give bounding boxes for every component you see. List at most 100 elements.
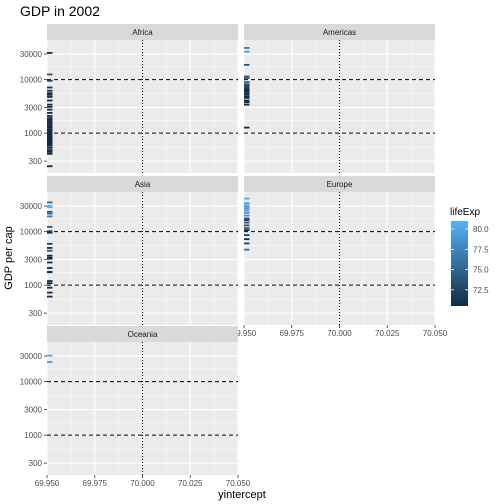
chart-title: GDP in 2002	[20, 3, 100, 19]
data-mark	[47, 257, 53, 260]
facet-strip-africa	[47, 24, 238, 40]
facet-strip-europe	[244, 176, 435, 192]
data-mark	[47, 149, 53, 151]
data-mark	[47, 247, 53, 249]
facet-strip-oceania	[47, 326, 238, 342]
data-mark	[47, 142, 53, 145]
data-mark	[47, 271, 53, 273]
data-mark	[47, 206, 53, 209]
x-tick-label: 70.050	[423, 329, 448, 338]
data-mark	[47, 286, 53, 289]
data-mark	[47, 103, 53, 106]
y-axis-title: GDP per cap	[3, 226, 15, 289]
data-mark	[47, 135, 53, 138]
data-mark	[244, 89, 250, 92]
data-mark	[47, 212, 53, 215]
data-mark	[244, 227, 250, 230]
data-mark	[47, 249, 53, 252]
data-mark	[47, 136, 53, 139]
data-mark	[47, 92, 53, 95]
data-mark	[244, 217, 250, 220]
data-mark	[244, 197, 250, 200]
data-mark	[47, 126, 53, 129]
data-mark	[47, 79, 53, 82]
y-tick-label: 10000	[20, 76, 43, 85]
data-mark	[47, 354, 53, 357]
facet-strip-label-europe: Europe	[327, 180, 353, 189]
data-mark	[47, 93, 53, 96]
data-mark	[244, 205, 250, 208]
data-mark	[47, 89, 53, 92]
y-tick-label: 300	[29, 309, 43, 318]
data-mark	[47, 242, 53, 245]
x-tick-label: 70.025	[178, 479, 203, 488]
data-mark	[47, 254, 53, 257]
y-tick-label: 1000	[24, 281, 42, 290]
data-mark	[244, 47, 250, 49]
facet-strip-label-americas: Americas	[323, 28, 356, 37]
y-tick-label: 30000	[20, 352, 43, 361]
x-tick-label: 69.975	[83, 479, 108, 488]
y-tick-label: 3000	[24, 104, 42, 113]
data-mark	[47, 115, 53, 117]
data-mark	[47, 295, 53, 298]
data-mark	[47, 122, 53, 124]
data-mark	[244, 238, 250, 241]
data-mark	[47, 267, 53, 269]
y-tick-label: 10000	[20, 378, 43, 387]
data-mark	[244, 83, 250, 86]
data-mark	[244, 234, 250, 237]
y-tick-label: 10000	[20, 228, 43, 237]
legend-tick-label: 72.5	[473, 286, 489, 295]
data-mark	[244, 101, 250, 104]
data-mark	[47, 133, 53, 136]
data-mark	[47, 128, 53, 131]
data-mark	[244, 126, 250, 129]
data-mark	[47, 256, 53, 259]
y-tick-label: 30000	[20, 202, 43, 211]
data-mark	[47, 120, 53, 123]
x-tick-label: 69.975	[280, 329, 305, 338]
data-mark	[47, 230, 53, 233]
data-mark	[244, 96, 250, 99]
data-mark	[47, 280, 53, 282]
data-mark	[47, 152, 53, 155]
data-mark	[47, 138, 53, 141]
y-tick-label: 300	[29, 157, 43, 166]
data-mark	[244, 242, 250, 245]
legend-tick-label: 75.0	[473, 266, 489, 275]
legend-tick-label: 80.0	[473, 225, 489, 234]
data-mark	[47, 291, 53, 294]
data-mark	[244, 202, 250, 205]
facet-strip-asia	[47, 176, 238, 192]
legend-tick-label: 77.5	[473, 245, 489, 254]
data-mark	[244, 219, 250, 222]
data-mark	[47, 226, 53, 228]
y-tick-label: 1000	[24, 431, 42, 440]
data-mark	[244, 207, 250, 210]
data-mark	[47, 201, 53, 204]
facet-strip-label-africa: Africa	[132, 28, 153, 37]
data-mark	[244, 99, 250, 102]
data-mark	[47, 86, 53, 89]
legend-colorbar	[451, 221, 468, 306]
data-mark	[244, 91, 250, 94]
data-mark	[244, 209, 250, 212]
data-mark	[47, 151, 53, 153]
data-mark	[47, 205, 53, 207]
data-mark	[47, 105, 53, 108]
data-mark	[47, 111, 53, 114]
data-mark	[244, 85, 250, 88]
data-mark	[47, 129, 53, 132]
data-mark	[244, 229, 250, 231]
data-mark	[47, 130, 53, 133]
data-mark	[244, 221, 250, 224]
data-mark	[244, 81, 250, 84]
data-mark	[47, 119, 53, 121]
data-mark	[47, 261, 53, 264]
y-tick-label: 1000	[24, 129, 42, 138]
data-mark	[47, 140, 53, 143]
data-mark	[244, 248, 250, 251]
data-mark	[244, 224, 250, 227]
